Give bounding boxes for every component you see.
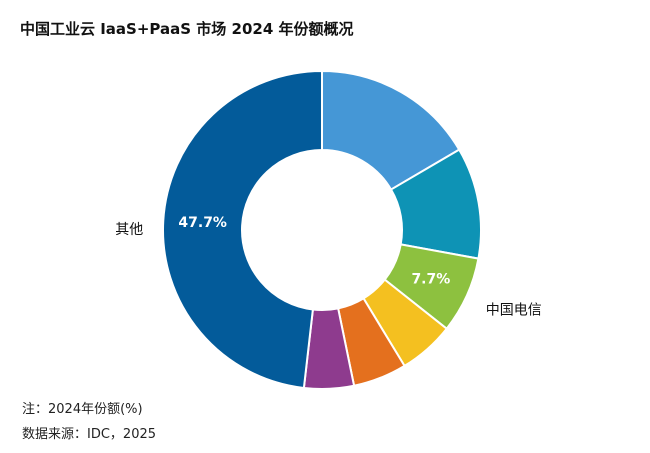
slice-category-label-6: 其他 [115, 222, 143, 238]
footnote-source: 数据来源：IDC，2025 [22, 427, 157, 442]
donut-slice-6 [162, 69, 323, 390]
slice-value-label-2: 7.7% [411, 271, 450, 287]
footnote-unit: 注：2024年份额(%) [22, 402, 143, 417]
slice-value-label-6: 47.7% [178, 215, 227, 231]
slice-category-label-2: 中国电信 [486, 303, 542, 319]
chart-title: 中国工业云 IaaS+PaaS 市场 2024 年份额概况 [20, 20, 354, 38]
